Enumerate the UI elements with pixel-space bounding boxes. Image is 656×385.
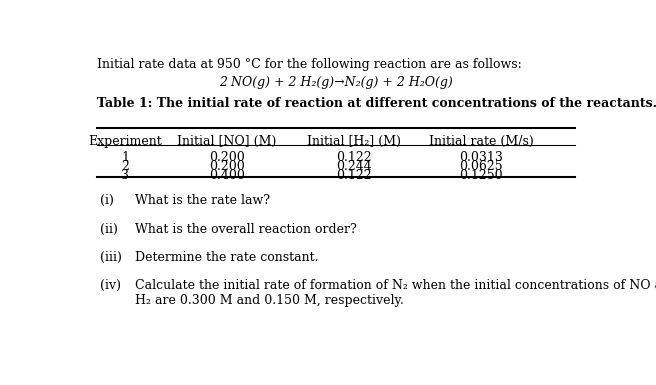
Text: Table 1: The initial rate of reaction at different concentrations of the reactan: Table 1: The initial rate of reaction at… [97, 97, 656, 110]
Text: Initial [H₂] (M): Initial [H₂] (M) [307, 135, 401, 148]
Text: 0.400: 0.400 [209, 169, 245, 182]
Text: 0.200: 0.200 [209, 160, 245, 173]
Text: What is the rate law?: What is the rate law? [135, 194, 270, 208]
Text: (iv): (iv) [100, 279, 121, 292]
Text: What is the overall reaction order?: What is the overall reaction order? [135, 223, 357, 236]
Text: 0.244: 0.244 [336, 160, 372, 173]
Text: 0.200: 0.200 [209, 151, 245, 164]
Text: 2 NO(g) + 2 H₂(g)→N₂(g) + 2 H₂O(g): 2 NO(g) + 2 H₂(g)→N₂(g) + 2 H₂O(g) [219, 76, 453, 89]
Text: Initial rate data at 950 °C for the following reaction are as follows:: Initial rate data at 950 °C for the foll… [97, 58, 522, 71]
Text: 3: 3 [121, 169, 129, 182]
Text: Calculate the initial rate of formation of N₂ when the initial concentrations of: Calculate the initial rate of formation … [135, 279, 656, 307]
Text: (iii): (iii) [100, 251, 121, 264]
Text: (ii): (ii) [100, 223, 117, 236]
Text: 0.122: 0.122 [336, 151, 372, 164]
Text: Initial rate (M/s): Initial rate (M/s) [429, 135, 533, 148]
Text: Determine the rate constant.: Determine the rate constant. [135, 251, 319, 264]
Text: 0.0313: 0.0313 [459, 151, 503, 164]
Text: 2: 2 [121, 160, 129, 173]
Text: 1: 1 [121, 151, 129, 164]
Text: Initial [NO] (M): Initial [NO] (M) [177, 135, 277, 148]
Text: 0.122: 0.122 [336, 169, 372, 182]
Text: Experiment: Experiment [89, 135, 162, 148]
Text: (i): (i) [100, 194, 113, 208]
Text: 0.1250: 0.1250 [459, 169, 503, 182]
Text: 0.0625: 0.0625 [459, 160, 503, 173]
